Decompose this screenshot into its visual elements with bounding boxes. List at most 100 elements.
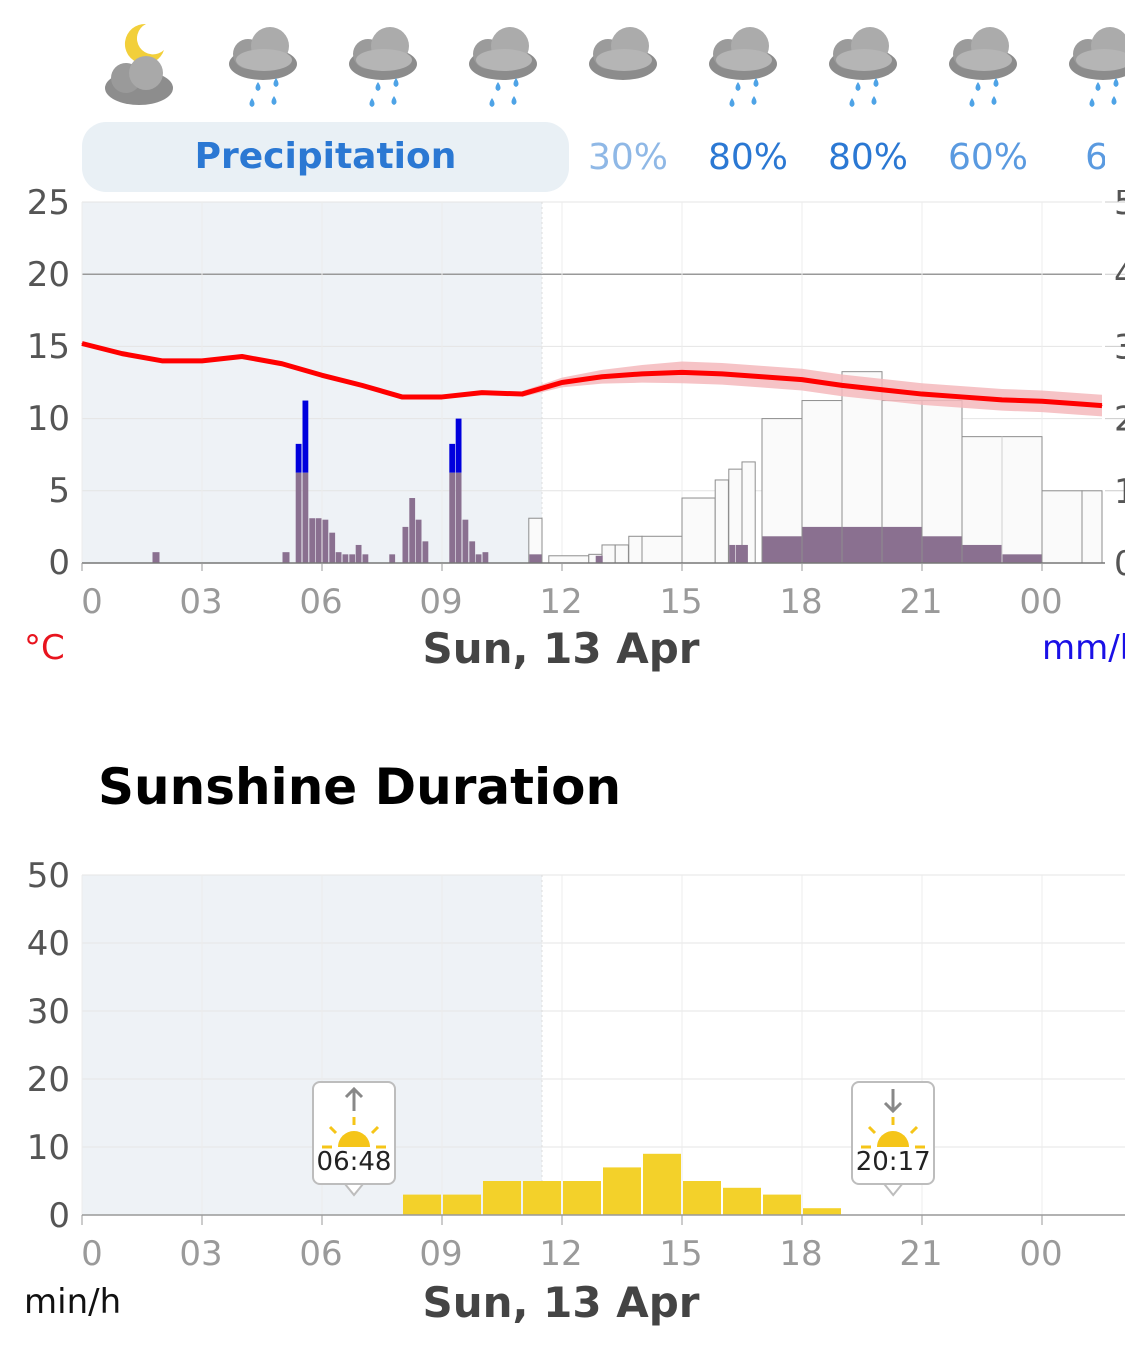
temperature-point	[801, 379, 803, 381]
y-tick-label: 10	[26, 399, 70, 439]
precip-bar	[355, 544, 362, 563]
right-y-tick-label: 1	[1114, 472, 1125, 512]
precip-range-bar	[641, 535, 683, 564]
precip-range-bar	[714, 479, 729, 564]
precip-bar	[295, 472, 302, 563]
cloud-icon	[589, 27, 657, 80]
precip-bar	[595, 555, 603, 563]
probability-value: 80%	[707, 137, 788, 178]
precip-bar	[529, 554, 542, 563]
precip-bar	[475, 554, 482, 563]
precip-bar	[482, 552, 489, 563]
precip-bar	[409, 498, 416, 563]
date-axis-title: Sun, 13 Apr	[422, 1278, 700, 1327]
x-tick-label: 06	[299, 1234, 343, 1274]
x-tick-label: 21	[899, 1234, 943, 1274]
sunset-icon	[861, 1089, 926, 1149]
y-tick-label: 5	[48, 471, 70, 511]
precipitation-probability-label: Precipitation Probability	[194, 136, 457, 177]
precip-range-bar	[601, 544, 616, 564]
precip-bar	[335, 552, 342, 563]
y-tick-label: 20	[26, 1060, 70, 1100]
precip-bar	[302, 472, 309, 563]
x-tick-label: 18	[779, 582, 823, 622]
y-tick-label: 15	[26, 327, 70, 367]
precip-bar	[315, 518, 322, 563]
y-tick-label: 50	[26, 856, 70, 896]
temperature-unit: °C	[24, 628, 65, 668]
y-tick-label: 25	[26, 183, 70, 223]
x-tick-label: 18	[779, 1234, 823, 1274]
precip-intense-bar	[302, 400, 309, 473]
precip-bar	[342, 554, 349, 563]
precip-bar	[329, 532, 336, 563]
precip-bar	[762, 536, 802, 563]
rain-cloud-icon	[709, 27, 777, 107]
sunshine-bar	[683, 1181, 721, 1215]
precip-range-bar	[1041, 490, 1083, 564]
temperature-point	[401, 396, 403, 398]
temperature-point	[881, 389, 883, 391]
precip-bar	[462, 519, 469, 563]
precip-range-bar	[1081, 490, 1103, 564]
right-y-tick-label: 2	[1114, 400, 1125, 440]
precip-bar	[309, 518, 316, 563]
precip-bar	[842, 526, 882, 563]
x-tick-label: 03	[179, 1234, 223, 1274]
probability-value: 60%	[947, 137, 1028, 178]
right-y-tick-label: 3	[1114, 327, 1125, 367]
precip-bar	[422, 541, 429, 563]
temperature-point	[921, 393, 923, 395]
x-tick-label: 06	[299, 582, 343, 622]
sunshine-bar	[443, 1194, 481, 1215]
right-y-tick-label: 5	[1114, 190, 1125, 223]
precipitation-probability-row: Precipitation Probability 30% 80% 80% 60…	[0, 122, 1105, 192]
temperature-precipitation-chart: 1 2 3 4 5 0	[81, 190, 1125, 580]
temperature-point	[321, 374, 323, 376]
y-tick-label: 20	[26, 255, 70, 295]
y-tick-label: 40	[26, 924, 70, 964]
precip-bar	[415, 519, 422, 563]
x-tick-label: 0	[81, 1234, 103, 1274]
precip-bar	[282, 552, 290, 563]
x-tick-label: 09	[419, 582, 463, 622]
precip-bar	[729, 544, 736, 563]
temperature-point	[1081, 403, 1083, 405]
temperature-point	[521, 393, 523, 395]
sunshine-duration-chart	[81, 874, 1125, 1225]
sunrise-icon	[322, 1086, 386, 1149]
temperature-point	[641, 373, 643, 375]
rain-cloud-icon	[829, 27, 897, 107]
x-tick-label: 03	[179, 582, 223, 622]
rain-cloud-icon	[349, 27, 417, 107]
weather-icons-row	[0, 20, 1125, 110]
sunshine-bar	[403, 1194, 441, 1215]
sunshine-bar	[563, 1181, 601, 1215]
precip-bar	[735, 544, 748, 563]
y-tick-label: 10	[26, 1128, 70, 1168]
rain-cloud-icon	[229, 27, 297, 107]
marker-pointer	[344, 1183, 364, 1197]
temperature-point	[1001, 399, 1003, 401]
precip-range-bar	[548, 555, 590, 564]
sunrise-marker: 06:48	[312, 1081, 396, 1185]
sunset-time: 20:17	[855, 1147, 931, 1177]
rain-cloud-icon	[949, 27, 1017, 107]
sunshine-duration-title: Sunshine Duration	[98, 758, 622, 816]
precipitation-probability-pill: Precipitation Probability	[82, 122, 569, 192]
precip-bar	[455, 472, 462, 563]
precip-bar	[962, 544, 1002, 563]
precip-bar	[322, 519, 329, 563]
temperature-point	[121, 353, 123, 355]
sunshine-bar	[723, 1187, 761, 1215]
temperature-point	[281, 363, 283, 365]
y-tick-label: 30	[26, 992, 70, 1032]
precip-bar	[882, 526, 922, 563]
probability-value: 80%	[827, 137, 908, 178]
temperature-point	[481, 392, 483, 394]
sunshine-bar	[523, 1181, 561, 1215]
x-tick-label: 15	[659, 582, 703, 622]
sunshine-bar	[483, 1181, 521, 1215]
precip-bar	[349, 554, 356, 563]
temperature-point	[361, 384, 363, 386]
